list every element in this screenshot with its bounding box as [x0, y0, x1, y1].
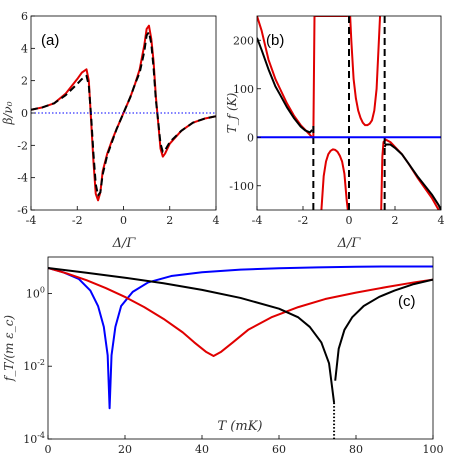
- series-line: [48, 267, 433, 358]
- x-tick-label: -2: [72, 214, 83, 227]
- plot-frame: [256, 15, 442, 211]
- series-line: [257, 37, 313, 134]
- y-tick-label: 0: [21, 107, 28, 120]
- y-axis-label: T_f (K): [225, 92, 239, 133]
- x-tick-label: 20: [118, 443, 132, 456]
- y-tick-label: -2: [17, 139, 28, 152]
- series-line: [48, 266, 336, 403]
- x-tick-label: 2: [166, 214, 173, 227]
- x-axis-label: Δ/Γ: [337, 236, 362, 251]
- y-tick-label: 100: [233, 83, 254, 96]
- x-tick-label: 80: [349, 443, 363, 456]
- panel-b: -4 -2 0 2 4 200 100 0 -100 (b) Δ/Γ T_f (K): [225, 15, 445, 251]
- x-tick-label: 4: [213, 214, 220, 227]
- panel-label: (c): [398, 293, 416, 310]
- y-tick-label: 2: [21, 75, 28, 88]
- series-line: [31, 31, 216, 197]
- plot-frame: [47, 256, 434, 440]
- series-line: [312, 16, 348, 138]
- y-tick-label: 0: [247, 131, 254, 144]
- x-tick-label: 0: [346, 214, 353, 227]
- y-tick-label: 10-4: [23, 431, 45, 446]
- x-tick-label: 0: [45, 443, 52, 456]
- x-tick-label: 0: [120, 214, 127, 227]
- series-line: [349, 16, 382, 127]
- y-tick-label: -4: [17, 172, 28, 185]
- y-tick-label: 10-2: [23, 358, 45, 373]
- panel-label: (a): [41, 32, 59, 49]
- y-axis-label: β/ν₀: [1, 101, 15, 125]
- x-axis-label: T (mK): [218, 419, 263, 434]
- series-line: [320, 148, 349, 210]
- series-line: [257, 16, 314, 139]
- x-axis-label: Δ/Γ: [112, 236, 137, 251]
- y-tick-label: 100: [26, 285, 45, 300]
- panel-label: (b): [266, 32, 284, 49]
- panel-c: 0 20 40 60 80 100 100 10-2 10-4 (c) T (mK) f_T/(m ε…: [2, 256, 444, 456]
- x-tick-label: 4: [438, 214, 445, 227]
- y-tick-label: 6: [21, 10, 28, 23]
- x-tick-label: -2: [298, 214, 309, 227]
- x-tick-label: -4: [252, 214, 263, 227]
- y-tick-label: -6: [17, 204, 28, 217]
- series-line: [383, 143, 441, 210]
- x-tick-label: 100: [423, 443, 444, 456]
- x-tick-label: 60: [272, 443, 286, 456]
- x-tick-label: 40: [195, 443, 209, 456]
- series-line: [31, 24, 216, 202]
- y-tick-label: 200: [233, 34, 254, 47]
- series-line: [380, 138, 440, 210]
- y-tick-label: 4: [21, 42, 28, 55]
- y-axis-label: f_T/(m ε_c): [2, 315, 16, 383]
- y-tick-label: -100: [229, 180, 254, 193]
- series-line: [334, 278, 433, 381]
- series-line: [48, 265, 433, 410]
- x-tick-label: -4: [26, 214, 37, 227]
- x-tick-label: 2: [392, 214, 399, 227]
